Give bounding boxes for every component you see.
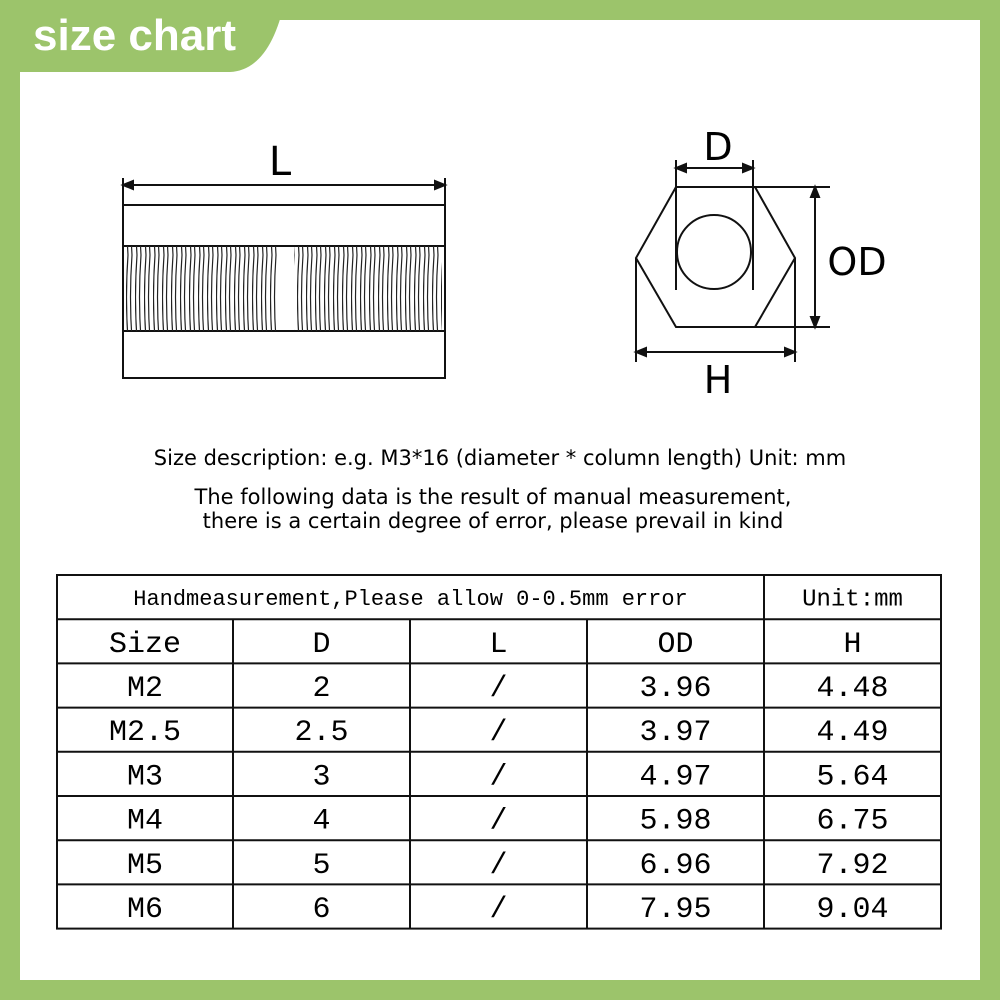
table-cell: 5 (312, 849, 330, 883)
table-cell: M3 (127, 760, 163, 794)
column-header: OD (657, 628, 693, 662)
table-cell: 7.95 (639, 893, 711, 927)
column-header: L (489, 628, 507, 662)
table-cell: M5 (127, 849, 163, 883)
length-label: L (269, 139, 292, 185)
table-cell: / (489, 672, 507, 706)
table-cell: 2 (312, 672, 330, 706)
diameter-label: D (703, 125, 732, 169)
table-cell: 4.49 (816, 716, 888, 750)
table-cell: 4.97 (639, 760, 711, 794)
measurement-note: The following data is the result of manu… (194, 485, 792, 509)
table-cell: / (489, 849, 507, 883)
title-tab (0, 0, 285, 72)
measurement-note: there is a certain degree of error, plea… (203, 509, 784, 533)
table-cell: 4 (312, 805, 330, 839)
hex-label: H (704, 358, 733, 402)
table-cell: 3.97 (639, 716, 711, 750)
table-cell: 7.92 (816, 849, 888, 883)
table-cell: / (489, 805, 507, 839)
column-header: D (312, 628, 330, 662)
column-header: Size (109, 628, 181, 662)
column-header: H (843, 628, 861, 662)
hex-view (633, 160, 830, 362)
table-cell: 3.96 (639, 672, 711, 706)
table-cell: 3 (312, 760, 330, 794)
table-cell: 2.5 (294, 716, 348, 750)
table-cell: / (489, 893, 507, 927)
table-cell: M2.5 (109, 716, 181, 750)
table-cell: 6.96 (639, 849, 711, 883)
table-cell: 4.48 (816, 672, 888, 706)
table-note: Handmeasurement,Please allow 0-0.5mm err… (133, 587, 688, 612)
table-cell: M6 (127, 893, 163, 927)
table-cell: 5.98 (639, 805, 711, 839)
table-unit: Unit:mm (802, 587, 903, 614)
table-cell: M4 (127, 805, 163, 839)
table-cell: / (489, 760, 507, 794)
table-cell: 9.04 (816, 893, 888, 927)
table-cell: M2 (127, 672, 163, 706)
title: size chart (33, 11, 236, 60)
table-cell: 6.75 (816, 805, 888, 839)
size-table: Handmeasurement,Please allow 0-0.5mm err… (56, 574, 942, 930)
table-cell: 5.64 (816, 760, 888, 794)
spacer-side-view (120, 178, 448, 379)
panel (20, 20, 980, 980)
outer-diameter-label: OD (827, 240, 886, 284)
table-cell: / (489, 716, 507, 750)
size-note: Size description: e.g. M3*16 (diameter *… (154, 446, 846, 470)
table-cell: 6 (312, 893, 330, 927)
